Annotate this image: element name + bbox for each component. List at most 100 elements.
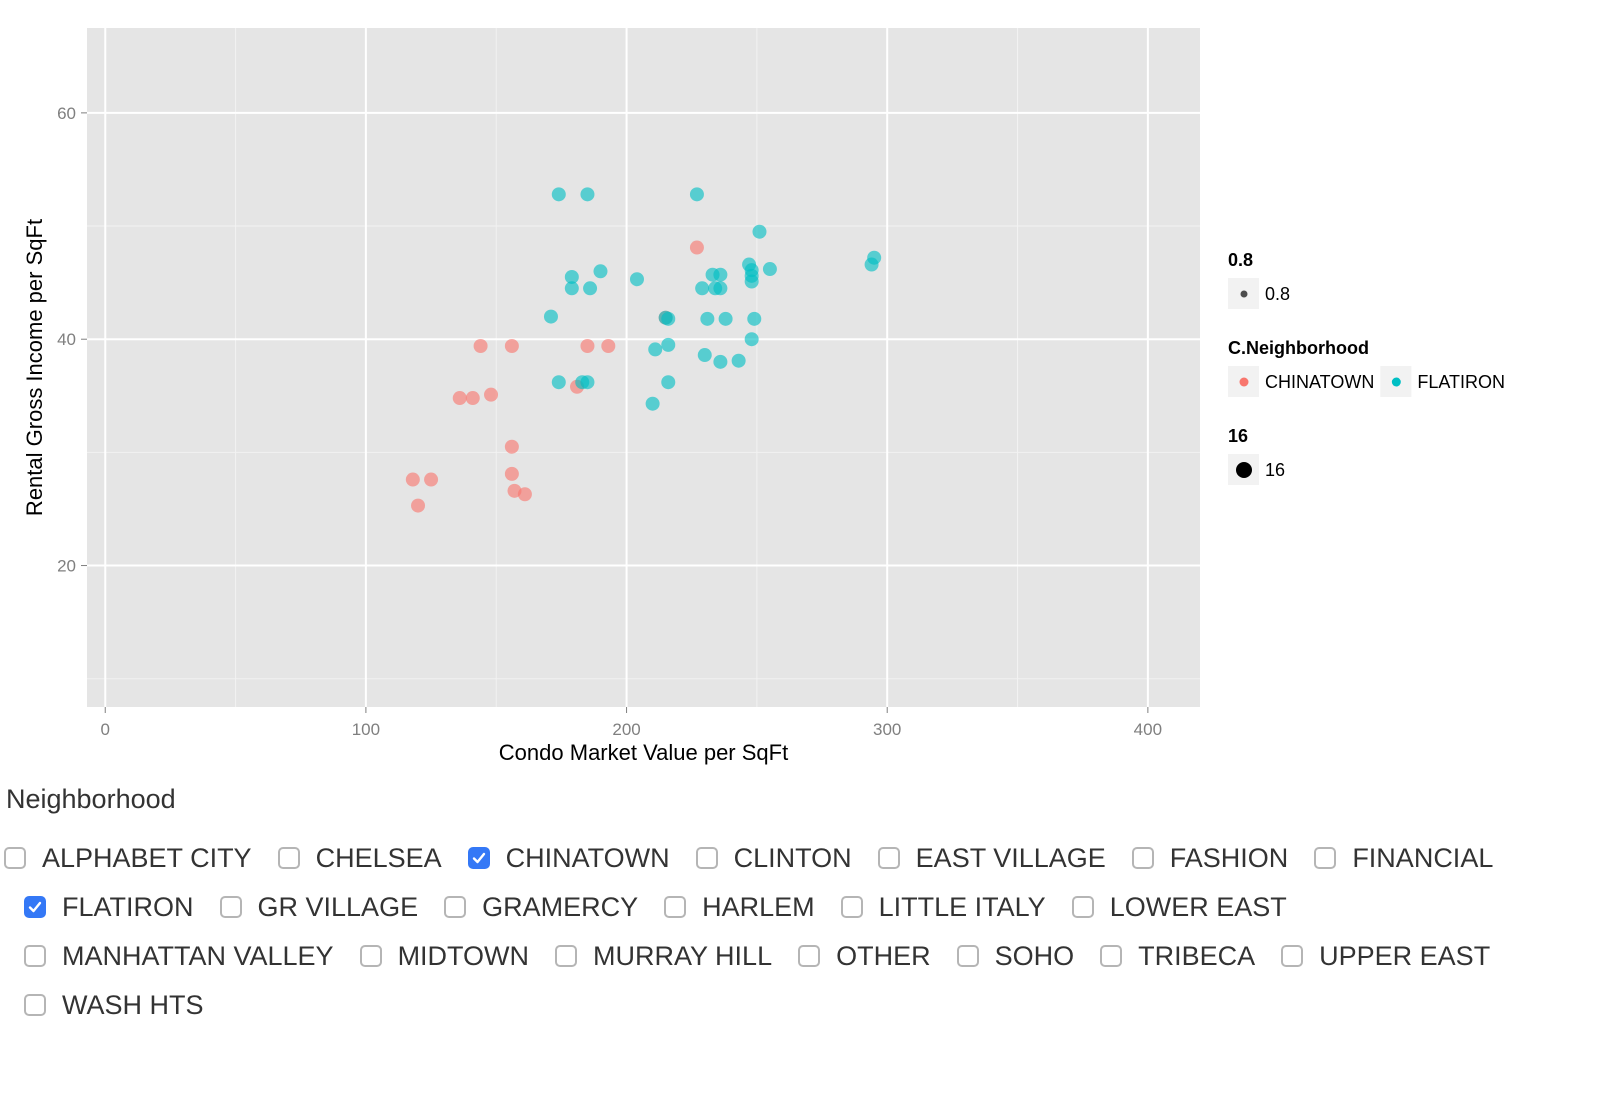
checkbox-label: CHINATOWN	[505, 842, 670, 873]
legend-label: CHINATOWN	[1265, 372, 1374, 392]
checkbox-label: MANHATTAN VALLEY	[62, 940, 334, 971]
legend-marker	[1391, 377, 1401, 387]
data-point-flatiron	[718, 311, 733, 326]
data-point-flatiron	[645, 396, 660, 411]
checkbox-murray-hill[interactable]: MURRAY HILL	[555, 941, 772, 972]
data-point-chinatown	[411, 498, 426, 513]
checkbox-label: MURRAY HILL	[593, 940, 773, 971]
checkbox-alphabet-city[interactable]: ALPHABET CITY	[4, 843, 252, 874]
checkbox-soho[interactable]: SOHO	[956, 940, 1075, 972]
checkbox-box[interactable]	[1314, 847, 1337, 869]
checkbox-gr-village[interactable]: GR VILLAGE	[219, 891, 419, 923]
checkbox-other[interactable]: OTHER	[798, 941, 931, 972]
neighborhood-title: Neighborhood	[6, 784, 176, 814]
checkbox-box[interactable]	[877, 847, 900, 869]
checkbox-label: WASH HTS	[62, 989, 204, 1020]
checkbox-tribeca[interactable]: TRIBECA	[1100, 941, 1255, 972]
checkbox-upper-east[interactable]: UPPER EAST	[1281, 941, 1490, 972]
checkbox-midtown[interactable]: MIDTOWN	[359, 940, 530, 972]
checkbox-harlem[interactable]: HARLEM	[664, 892, 815, 923]
legend-title: 16	[1228, 426, 1248, 446]
checkbox-chelsea[interactable]: CHELSEA	[277, 843, 442, 874]
scatter-plot: 0 100 200 300 400 20 40 60 Condo Market Value pe…	[22, 28, 1505, 765]
data-point-flatiron	[661, 311, 676, 326]
data-point-flatiron	[744, 268, 759, 283]
checkbox-east-village[interactable]: EAST VILLAGE	[877, 842, 1106, 874]
checkbox-label: LOWER EAST	[1109, 891, 1287, 922]
legend-marker	[1239, 377, 1249, 387]
checkbox-label: SOHO	[994, 940, 1075, 971]
checkbox-fashion[interactable]: FASHION	[1131, 843, 1288, 874]
data-point-flatiron	[744, 332, 759, 347]
checkbox-label: OTHER	[836, 940, 931, 971]
checkbox-box[interactable]	[1131, 847, 1154, 869]
data-point-flatiron	[648, 342, 663, 357]
checkbox-box[interactable]	[555, 945, 578, 967]
checkbox-wash-hts[interactable]: WASH HTS	[24, 990, 204, 1021]
checkbox-flatiron[interactable]: FLATIRON	[24, 892, 194, 923]
data-point-flatiron	[697, 348, 712, 363]
legend-title: 0.8	[1228, 250, 1253, 270]
checkbox-box[interactable]	[359, 945, 382, 967]
checkbox-box[interactable]	[24, 945, 46, 967]
checkbox-box[interactable]	[1071, 896, 1094, 918]
checkbox-box[interactable]	[1100, 945, 1123, 967]
checkbox-box[interactable]	[24, 896, 46, 918]
data-point-flatiron	[713, 267, 728, 282]
checkbox-label: TRIBECA	[1138, 940, 1256, 971]
checkmark-icon	[28, 901, 42, 913]
checkbox-gramercy[interactable]: GRAMERCY	[444, 892, 638, 923]
data-point-flatiron	[713, 354, 728, 369]
checkbox-label: EAST VILLAGE	[915, 842, 1106, 873]
data-point-chinatown	[580, 338, 595, 353]
checkbox-box[interactable]	[695, 847, 718, 869]
data-point-chinatown	[452, 391, 467, 406]
checkbox-box[interactable]	[277, 847, 300, 869]
checkbox-financial[interactable]: FINANCIAL	[1314, 843, 1493, 874]
checkbox-label: MIDTOWN	[397, 940, 530, 971]
data-point-chinatown	[484, 387, 499, 402]
data-point-chinatown	[405, 472, 420, 487]
legend-label: 16	[1265, 460, 1285, 480]
checkbox-box[interactable]	[840, 896, 863, 918]
checkbox-little-italy[interactable]: LITTLE ITALY	[840, 891, 1046, 923]
data-point-flatiron	[543, 309, 558, 324]
legend-label: 0.8	[1265, 284, 1290, 304]
data-point-chinatown	[424, 472, 439, 487]
checkbox-label: LITTLE ITALY	[878, 891, 1046, 922]
checkbox-box[interactable]	[664, 896, 687, 918]
checkbox-box[interactable]	[219, 896, 242, 918]
checkbox-row: ALPHABET CITY CHELSEA CHINATOWN CLINTON EAST…	[4, 838, 1519, 878]
checkbox-box[interactable]	[24, 994, 46, 1016]
checkbox-box[interactable]	[4, 847, 26, 869]
checkbox-row: FLATIRON GR VILLAGE GRAMERCY HARLEM LITTLE I…	[24, 887, 1313, 927]
data-point-chinatown	[465, 391, 480, 406]
checkbox-box[interactable]	[1281, 945, 1304, 967]
checkbox-label: GR VILLAGE	[257, 891, 419, 922]
checkbox-lower-east[interactable]: LOWER EAST	[1071, 891, 1287, 923]
checkbox-label: FINANCIAL	[1352, 842, 1494, 873]
checkbox-row: WASH HTS	[24, 985, 230, 1025]
data-point-flatiron	[731, 353, 746, 368]
data-point-chinatown	[689, 240, 704, 255]
data-point-flatiron	[593, 264, 608, 279]
data-point-chinatown	[473, 338, 488, 353]
checkbox-manhattan-valley[interactable]: MANHATTAN VALLEY	[24, 941, 334, 972]
checkbox-row: MANHATTAN VALLEY MIDTOWN MURRAY HILL OTHER S…	[24, 936, 1516, 976]
data-point-chinatown	[601, 338, 616, 353]
data-point-flatiron	[752, 224, 767, 239]
checkbox-chinatown[interactable]: CHINATOWN	[467, 842, 670, 874]
data-point-flatiron	[661, 337, 676, 352]
legend-label: FLATIRON	[1417, 372, 1505, 392]
checkbox-box[interactable]	[798, 945, 821, 967]
checkbox-box[interactable]	[444, 896, 467, 918]
checkbox-clinton[interactable]: CLINTON	[695, 843, 852, 874]
data-point-flatiron	[551, 187, 566, 202]
checkbox-box[interactable]	[956, 945, 979, 967]
data-point-chinatown	[504, 338, 519, 353]
data-point-chinatown	[504, 439, 519, 454]
data-point-flatiron	[762, 262, 777, 277]
data-point-flatiron	[564, 269, 579, 284]
data-point-flatiron	[695, 281, 710, 296]
checkbox-box[interactable]	[467, 847, 490, 869]
